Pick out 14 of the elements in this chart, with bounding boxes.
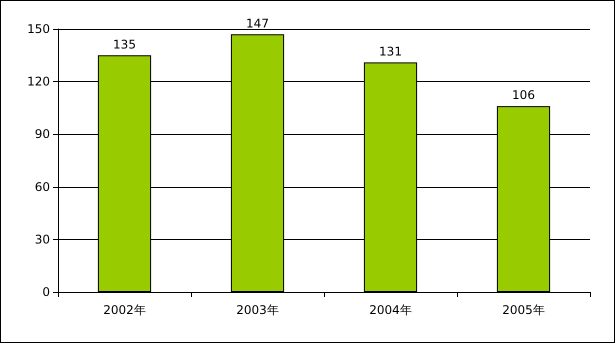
y-tick-label: 150 (27, 22, 50, 36)
data-label: 106 (512, 88, 535, 102)
y-tick-label: 30 (34, 232, 50, 246)
x-tick-label: 2003年 (236, 303, 279, 317)
data-label: 135 (113, 37, 136, 52)
y-tick-label: 120 (27, 74, 50, 89)
data-label: 131 (379, 44, 402, 58)
y-tick-label: 90 (34, 127, 50, 142)
data-label: 147 (246, 16, 269, 30)
y-tick-label: 60 (34, 180, 50, 194)
x-tick-label: 2004年 (369, 303, 412, 317)
x-tick-label: 2002年 (103, 303, 146, 317)
x-tick-label: 2005年 (502, 303, 545, 317)
y-tick-label: 0 (42, 285, 50, 299)
